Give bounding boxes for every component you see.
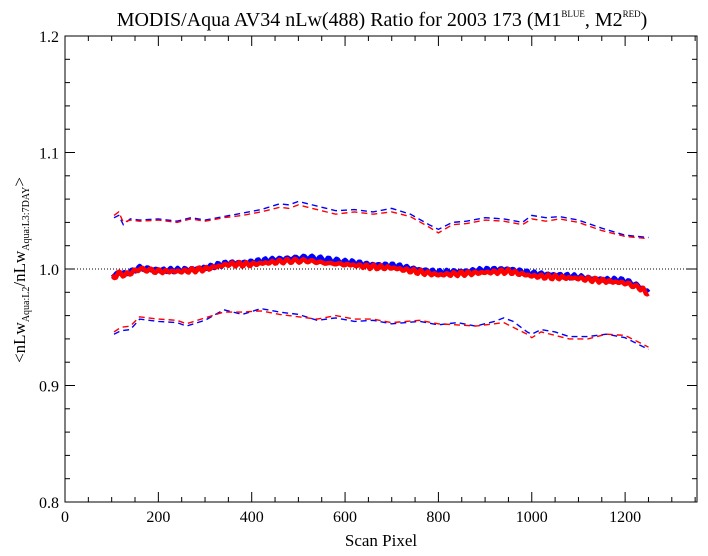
y-tick-label: 1.0 bbox=[39, 262, 59, 279]
y-tick-label: 1.2 bbox=[39, 29, 59, 46]
x-tick-label: 400 bbox=[240, 509, 264, 526]
series-m1-line bbox=[110, 253, 651, 294]
series-m2-line bbox=[110, 256, 650, 297]
series-m1-upper-line bbox=[113, 200, 649, 239]
y-label-subscript-l3: Aqua:L3:7DAY bbox=[21, 187, 32, 251]
y-axis-label: <nLwAqua:L2/nLwAqua:L3:7DAY> bbox=[10, 177, 32, 363]
x-tick-label: 1200 bbox=[609, 509, 641, 526]
series-m2-lower-line bbox=[113, 310, 649, 348]
x-tick-label: 600 bbox=[333, 509, 357, 526]
title-superscript-blue: BLUE bbox=[561, 9, 585, 19]
series-m2-upper-line bbox=[113, 204, 649, 240]
y-tick-label: 0.9 bbox=[39, 379, 59, 396]
y-tick-label: 0.8 bbox=[39, 495, 59, 512]
x-tick-label: 0 bbox=[61, 509, 69, 526]
y-tick-label: 1.1 bbox=[39, 146, 59, 163]
x-tick-label: 200 bbox=[146, 509, 170, 526]
x-axis-label: Scan Pixel bbox=[345, 531, 418, 550]
chart-title: MODIS/Aqua AV34 nLw(488) Ratio for 2003 … bbox=[117, 9, 648, 31]
series-m1-lower-line bbox=[113, 307, 649, 351]
x-tick-label: 1000 bbox=[516, 509, 548, 526]
y-label-subscript-l2: Aqua:L2 bbox=[21, 287, 32, 323]
x-tick-label: 800 bbox=[426, 509, 450, 526]
title-superscript-red: RED bbox=[623, 9, 642, 19]
